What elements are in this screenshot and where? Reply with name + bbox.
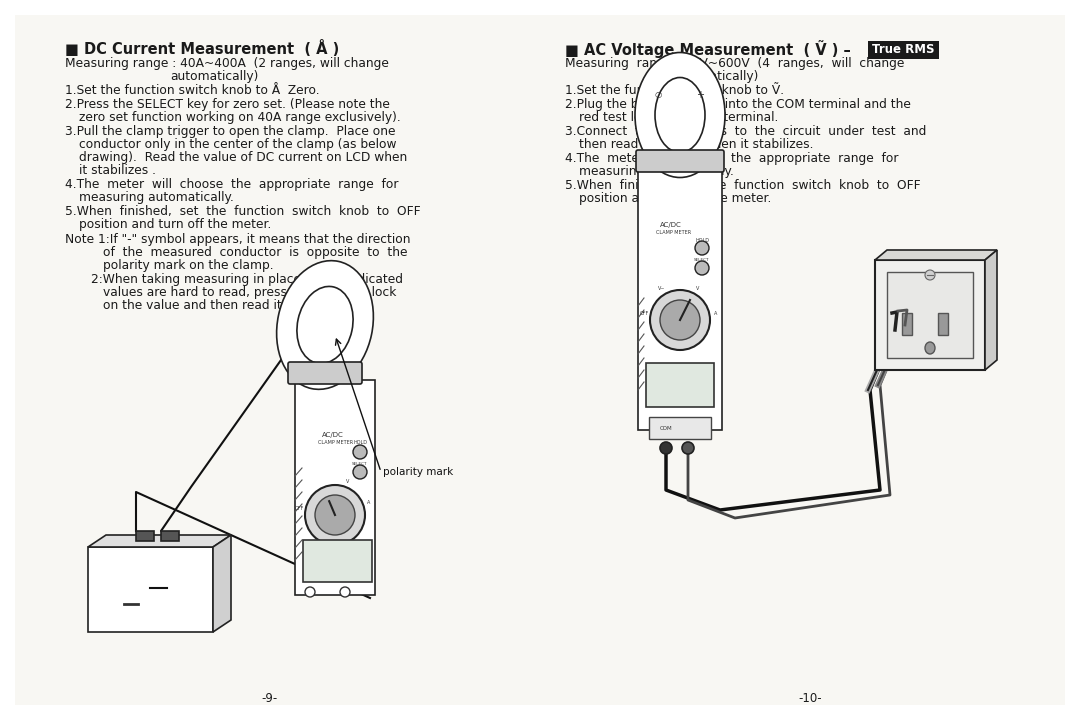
Text: -10-: -10- (798, 691, 822, 704)
Polygon shape (875, 260, 985, 370)
Text: on the value and then read it in other place.: on the value and then read it in other p… (103, 299, 374, 312)
Text: 4.The  meter  will  choose  the  appropriate  range  for: 4.The meter will choose the appropriate … (65, 178, 399, 191)
Text: A: A (714, 311, 717, 316)
FancyBboxPatch shape (636, 150, 724, 172)
Polygon shape (87, 547, 213, 632)
Text: it stabilizes .: it stabilizes . (79, 164, 156, 177)
Text: 2.Press the SELECT key for zero set. (Please note the: 2.Press the SELECT key for zero set. (Pl… (65, 98, 390, 111)
FancyBboxPatch shape (646, 363, 714, 407)
Text: SELECT: SELECT (694, 258, 710, 262)
Text: 4.The  meter  will  choose  the  appropriate  range  for: 4.The meter will choose the appropriate … (565, 152, 899, 165)
Text: 2.Plug the black test lead into the COM terminal and the: 2.Plug the black test lead into the COM … (565, 98, 910, 111)
FancyBboxPatch shape (939, 313, 948, 335)
Text: OFF: OFF (295, 506, 305, 511)
FancyBboxPatch shape (303, 540, 372, 582)
Circle shape (315, 495, 355, 535)
Text: position and turn off the meter.: position and turn off the meter. (79, 218, 271, 231)
Text: A: A (367, 500, 370, 505)
FancyBboxPatch shape (902, 313, 912, 335)
Text: HOLD: HOLD (353, 440, 367, 445)
Circle shape (924, 270, 935, 280)
Text: position and turn off the meter.: position and turn off the meter. (579, 192, 771, 205)
Text: ○: ○ (654, 91, 662, 99)
Text: AC/DC: AC/DC (660, 222, 681, 228)
Text: of  the  measured  conductor  is  opposite  to  the: of the measured conductor is opposite to… (103, 246, 407, 259)
FancyBboxPatch shape (161, 531, 179, 541)
Polygon shape (638, 168, 723, 430)
Text: values are hard to read, press HOLD key to lock: values are hard to read, press HOLD key … (103, 286, 396, 299)
Text: Measuring range : 40A~400A  (2 ranges, will change: Measuring range : 40A~400A (2 ranges, wi… (65, 57, 389, 70)
Ellipse shape (635, 53, 725, 178)
Text: OFF: OFF (640, 311, 649, 316)
Text: 5.When  finished,  set  the  function  switch  knob  to  OFF: 5.When finished, set the function switch… (65, 205, 420, 218)
Text: V: V (150, 565, 170, 589)
Text: Measuring  range  :  4V~600V  (4  ranges,  will  change: Measuring range : 4V~600V (4 ranges, wil… (565, 57, 904, 70)
Circle shape (696, 261, 708, 275)
Ellipse shape (924, 342, 935, 354)
Text: 5.When  finished,  set  the  function  switch  knob  to  OFF: 5.When finished, set the function switch… (565, 179, 920, 192)
FancyBboxPatch shape (15, 15, 1065, 705)
Circle shape (696, 241, 708, 255)
Text: conductor only in the center of the clamp (as below: conductor only in the center of the clam… (79, 138, 396, 151)
Ellipse shape (654, 78, 705, 153)
Circle shape (353, 445, 367, 459)
Text: polarity mark on the clamp.: polarity mark on the clamp. (103, 259, 273, 272)
Text: True RMS: True RMS (872, 43, 934, 56)
Text: 1.Set the function switch knob to Å  Zero.: 1.Set the function switch knob to Å Zero… (65, 84, 320, 97)
Text: ■ DC Current Measurement  ( Å ): ■ DC Current Measurement ( Å ) (65, 40, 339, 57)
Text: then read the value when it stabilizes.: then read the value when it stabilizes. (579, 138, 813, 151)
Text: drawing).  Read the value of DC current on LCD when: drawing). Read the value of DC current o… (79, 151, 407, 164)
Polygon shape (875, 250, 997, 260)
Text: +: + (696, 90, 704, 100)
Ellipse shape (276, 261, 374, 390)
Text: automatically): automatically) (170, 70, 258, 83)
Text: 1.Set the function switch knob to Ṽ.: 1.Set the function switch knob to Ṽ. (565, 84, 784, 97)
Text: V: V (697, 287, 700, 292)
Text: CLAMP METER: CLAMP METER (656, 230, 691, 235)
Text: -9-: -9- (261, 691, 279, 704)
Text: measuring automatically.: measuring automatically. (579, 165, 734, 178)
FancyBboxPatch shape (136, 531, 154, 541)
Polygon shape (295, 380, 375, 595)
Text: measuring automatically.: measuring automatically. (79, 191, 234, 204)
Ellipse shape (297, 287, 353, 364)
Text: SELECT: SELECT (352, 462, 368, 466)
Text: 2:When taking measuring in place where indicated: 2:When taking measuring in place where i… (91, 273, 403, 286)
Polygon shape (87, 535, 231, 547)
Text: zero set function working on 40A range exclusively).: zero set function working on 40A range e… (79, 111, 401, 124)
Text: ■ AC Voltage Measurement  ( Ṽ ) –: ■ AC Voltage Measurement ( Ṽ ) – (565, 40, 851, 58)
FancyBboxPatch shape (649, 417, 711, 439)
Circle shape (660, 300, 700, 340)
FancyBboxPatch shape (867, 40, 939, 58)
Text: 3.Connect  the  test  leads  to  the  circuit  under  test  and: 3.Connect the test leads to the circuit … (565, 125, 927, 138)
Polygon shape (887, 272, 973, 358)
Text: Note 1:If "-" symbol appears, it means that the direction: Note 1:If "-" symbol appears, it means t… (65, 233, 410, 246)
Text: automatically): automatically) (670, 70, 758, 83)
Text: COM: COM (660, 426, 673, 431)
Text: CLAMP METER: CLAMP METER (318, 440, 353, 445)
Text: 12: 12 (108, 563, 157, 591)
Text: V: V (346, 479, 349, 484)
Circle shape (340, 587, 350, 597)
Text: V~: V~ (658, 287, 665, 292)
Polygon shape (213, 535, 231, 632)
Circle shape (305, 485, 365, 545)
Polygon shape (985, 250, 997, 370)
Text: 3.Pull the clamp trigger to open the clamp.  Place one: 3.Pull the clamp trigger to open the cla… (65, 125, 395, 138)
Text: red test lead into the ➕ terminal.: red test lead into the ➕ terminal. (579, 111, 779, 124)
Text: polarity mark: polarity mark (383, 467, 454, 477)
Text: HOLD: HOLD (696, 238, 708, 243)
Circle shape (660, 442, 672, 454)
Text: AC/DC: AC/DC (322, 432, 343, 438)
Circle shape (650, 290, 710, 350)
Circle shape (681, 442, 694, 454)
Circle shape (305, 587, 315, 597)
Circle shape (353, 465, 367, 479)
FancyBboxPatch shape (288, 362, 362, 384)
